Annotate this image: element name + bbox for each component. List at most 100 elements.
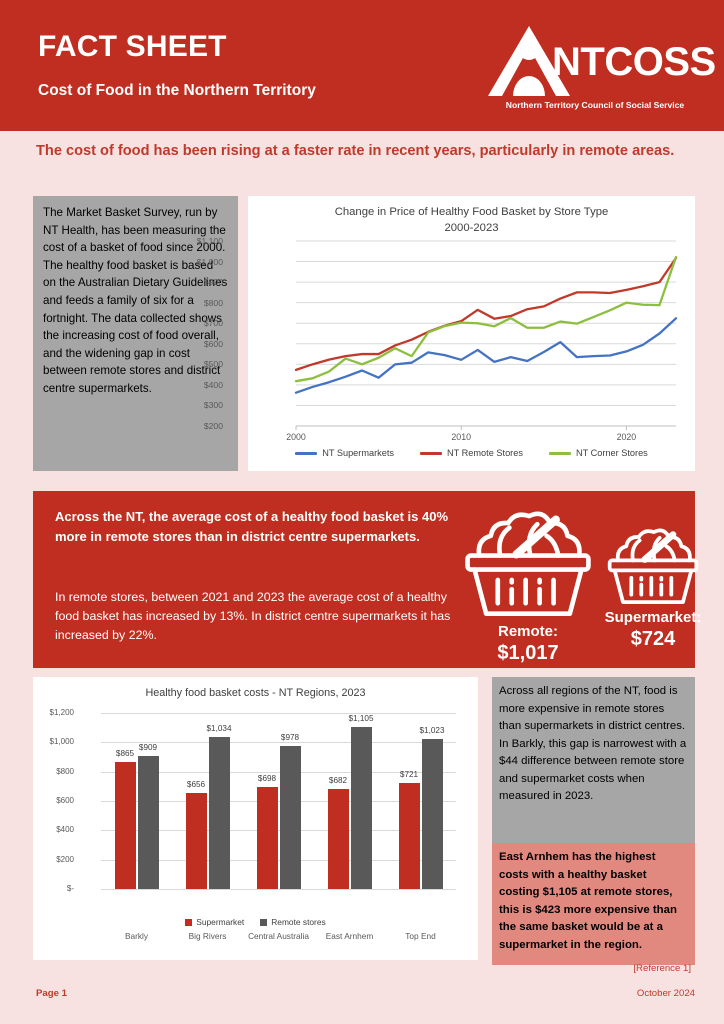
legend-color-swatch [185,918,193,926]
ntcoss-logo-mark [488,26,570,96]
line-chart-title: Change in Price of Healthy Food Basket b… [248,204,695,237]
line-chart-y-tick: $500 [203,359,223,370]
line-chart-plot-area: $200 $300 $400 $500 $600 $700 $800 $900 $1,000 $1… [197,236,678,442]
line-chart-y-tick: $700 [203,318,223,329]
bar-chart: Healthy food basket costs - NT Regions, … [33,677,478,960]
line-chart-x-tick: 2020 [616,432,637,442]
bar-chart-gridline [101,859,456,861]
footer-page-number: Page 1 [36,988,67,999]
bar: $656 [185,780,207,889]
bar-group: $865 $909 [114,713,159,889]
bar-value-label: $909 [138,742,158,752]
bar: $909 [137,743,159,889]
bar-chart-gridline [101,830,456,832]
bar-chart-y-tick: $800 [56,766,74,776]
side-note-box: Across all regions of the NT, food is mo… [492,677,695,843]
callout-panel: Across the NT, the average cost of a hea… [33,491,701,668]
bar-chart-gridline [101,771,456,773]
bar: $1,105 [348,714,374,889]
bar-value-label: $978 [280,732,300,742]
bar: $1,034 [206,724,232,889]
ntcoss-logo-tagline: Northern Territory Council of Social Ser… [505,100,685,110]
intro-text-box: The Market Basket Survey, run by NT Heal… [33,196,238,471]
line-chart-y-tick: $600 [203,338,223,349]
bar: $721 [398,770,420,889]
bar-chart-y-tick: $600 [56,796,74,805]
bar-value-label: $698 [257,773,277,783]
shopping-basket-icon [465,511,591,617]
bar-chart-y-tick: $- [66,884,74,893]
legend-color-swatch [260,918,268,926]
line-chart-x-tick: 2010 [451,432,471,442]
footer-date: October 2024 [636,988,695,999]
supermarket-basket-graphic: Supermarket: $724 [598,521,708,651]
bar-value-label: $1,034 [206,724,232,734]
bar-chart-title: Healthy food basket costs - NT Regions, … [145,687,366,699]
bar-chart-x-tick: Top End [405,931,436,941]
bar-chart-legend-item: Supermarket [185,917,244,927]
bar-chart-y-tick: $1,200 [49,708,74,717]
bar-value-label: $865 [115,749,135,759]
supermarket-basket-caption: Supermarket: $724 [598,609,708,651]
line-chart-title-line1: Change in Price of Healthy Food Basket b… [334,206,609,218]
line-chart-x-tick: 2000 [286,432,306,442]
bar: $978 [279,733,301,889]
supermarket-basket-label: Supermarket: [604,609,702,626]
bar-chart-plot-area: $- $200 $400 $600 $800 $1,000 $1,200 $865 $909 Ba… [50,708,456,941]
page-subtitle: Cost of Food in the Northern Territory [38,82,316,99]
bar: $1,023 [419,726,445,889]
line-chart-legend: NT Supermarkets NT Remote Stores NT Corner… [248,448,695,458]
page-header: FACT SHEET Cost of Food in the Northern … [0,0,724,131]
bar-chart-x-tick: Big Rivers [188,931,227,941]
ntcoss-logo-wordmark: NTCOSS [552,40,716,84]
legend-color-swatch [548,451,571,455]
bar-value-label: $1,023 [419,725,445,735]
callout-body: In remote stores, between 2021 and 2023 … [55,590,451,643]
line-chart-y-tick: $1,000 [196,256,223,267]
bar-value-label: $656 [186,779,206,789]
line-chart-y-tick: $1,100 [196,236,223,246]
shopping-basket-icon [607,528,699,604]
line-chart-legend-item: NT Corner Stores [548,448,648,458]
bar-chart-legend-item: Remote stores [260,917,326,927]
bar-value-label: $1,105 [348,713,374,723]
bar-chart-y-tick: $200 [56,854,74,864]
line-chart-legend-item: NT Remote Stores [420,448,523,458]
bar-chart-gridline [101,713,456,714]
bar-chart-legend: Supermarket Remote stores [33,917,478,927]
ntcoss-logo: NTCOSS Northern Territory Council of Soc… [486,24,716,116]
bar-chart-x-tick: East Arnhem [325,931,374,941]
remote-basket-price: $1,017 [497,642,559,664]
remote-basket-label: Remote: [497,623,558,640]
bar-group: $656 $1,034 [185,713,232,889]
line-chart-y-tick: $400 [203,379,223,390]
bar-group: $682 $1,105 [327,713,374,889]
legend-color-swatch [420,451,443,455]
bar-chart-gridline [101,742,456,744]
bar-chart-x-tick: Barkly [124,931,149,941]
bar: $682 [327,776,349,889]
legend-label: NT Supermarkets [322,448,395,458]
page-title: FACT SHEET [38,30,227,63]
remote-basket-graphic: Remote: $1,017 [458,501,598,665]
line-chart-title-line2: 2000-2023 [444,222,499,235]
highlight-note-box: East Arnhem has the highest costs with a… [492,843,695,965]
legend-label: NT Corner Stores [575,448,648,458]
bar-chart-y-tick: $1,000 [49,737,74,747]
line-chart-y-tick: $300 [203,400,223,411]
line-chart: Change in Price of Healthy Food Basket b… [197,196,695,471]
bar-chart-y-tick: $400 [56,825,74,835]
bar-chart-x-tick: Central Australia [248,931,309,941]
legend-label: Remote stores [271,917,326,927]
legend-label: NT Remote Stores [447,448,523,458]
bar-group: $698 $978 [256,713,301,889]
line-chart-y-tick: $900 [203,277,223,288]
supermarket-basket-price: $724 [630,628,676,650]
bar: $698 [256,774,278,889]
legend-label: Supermarket [196,917,245,927]
remote-basket-caption: Remote: $1,017 [458,623,598,665]
line-chart-legend-item: NT Supermarkets [295,448,394,458]
line-chart-y-tick: $800 [203,297,223,308]
bar-chart-gridline [101,889,456,890]
